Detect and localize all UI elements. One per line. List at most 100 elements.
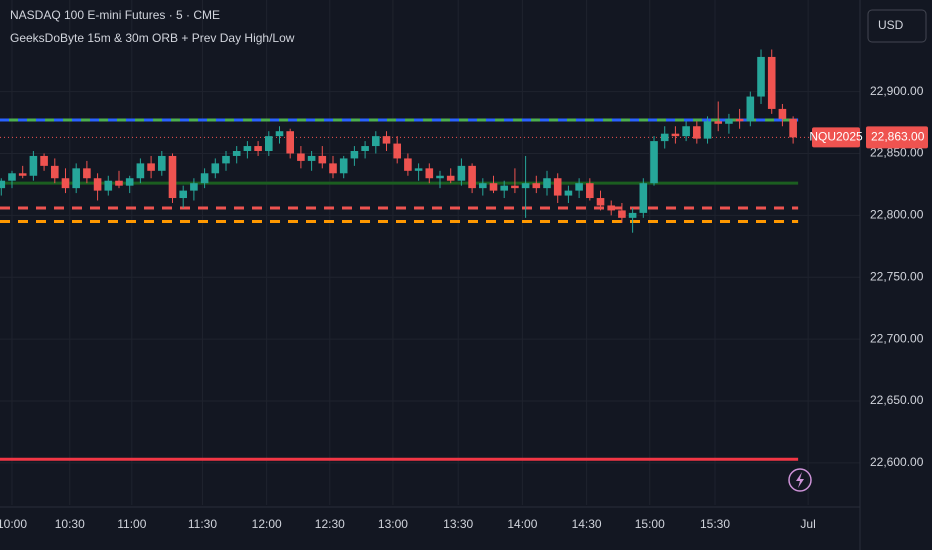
x-tick-label: 12:00 [252,517,282,531]
x-tick-label: 15:30 [700,517,730,531]
candle-body [61,178,70,189]
candle-body [8,173,16,181]
candle-body [628,212,637,218]
candle-body [29,155,38,176]
candle-body [264,136,273,152]
candle-body [404,158,412,171]
candle-body [179,190,187,199]
x-tick-label: 14:30 [572,517,602,531]
y-tick-label: 22,850.00 [870,146,924,160]
y-tick-label: 22,800.00 [870,208,924,222]
candle-body [436,175,444,179]
candle-body [104,180,113,191]
currency-label: USD [878,18,904,32]
x-tick-label: 15:00 [635,517,665,531]
candle-body [243,146,252,152]
candle-body [168,155,177,199]
candle-body [147,163,155,171]
candle-body [746,96,755,122]
candle-body [446,175,455,181]
candle-body [93,178,102,191]
x-tick-label: 14:00 [507,517,537,531]
candle-body [789,118,797,138]
candle-body [350,151,359,159]
candle-body [500,185,509,191]
candle-body [703,121,712,139]
candle-body [757,56,765,97]
y-tick-label: 22,700.00 [870,331,924,345]
y-tick-label: 22,650.00 [870,393,924,407]
candle-body [0,180,6,189]
symbol-tag [812,127,860,148]
candle-body [115,180,123,186]
candle-body [511,185,519,189]
candle-body [232,151,241,156]
candle-body [639,183,648,213]
candle-body [479,183,487,189]
candle-body [553,178,562,196]
indicator-name: GeeksDoByte 15m & 30m ORB + Prev Day Hig… [10,31,295,45]
y-tick-label: 22,600.00 [870,455,924,469]
candle-body [532,183,541,189]
candle-body [40,155,48,166]
x-tick-label: 13:30 [443,517,473,531]
candle-body [618,210,626,218]
candle-body [693,126,701,139]
y-tick-label: 22,900.00 [870,84,924,98]
candle-body [660,133,669,142]
x-tick-label: 11:30 [188,517,217,531]
grid [0,0,860,505]
candle-body [414,168,423,171]
candle-body [200,173,209,184]
candle-body [222,155,230,164]
x-tick-label: 10:00 [0,517,27,531]
axes: 22,600.00 22,650.00 22,700.00 22,750.00 22,8… [0,84,928,531]
candle-body [521,183,530,189]
candle-body [318,155,327,164]
candle-body [157,155,166,171]
candle-body [575,183,583,191]
candle-body [382,136,391,144]
candle-body [425,168,434,179]
candle-body [457,165,466,181]
price-tag [866,126,928,149]
candle-body [286,131,294,154]
candle-body [254,146,262,152]
candle-body [50,165,59,179]
candle-body [714,121,723,124]
candle-body [543,178,551,189]
candle-body [393,143,402,159]
x-tick-label: 10:30 [55,517,85,531]
candle-body [489,183,498,191]
candle-body [607,205,616,211]
candle-body [468,165,476,189]
candle-body [735,118,744,122]
candle-body [297,153,305,161]
candle-body [650,141,658,184]
candle-body [83,168,91,179]
currency-button[interactable] [867,9,927,43]
candle-body [725,118,733,124]
candle-body [767,56,776,109]
symbol-label: NQU2025 [809,130,863,144]
candles [0,49,797,233]
alert-icon[interactable] [788,468,812,492]
candle-body [190,183,198,191]
x-tick-label: Jul [800,517,815,531]
candle-body [682,126,690,137]
candle-body [136,163,145,179]
x-tick-label: 11:00 [117,517,146,531]
candle-body [361,146,369,152]
price-label: 22,863.00 [871,130,925,144]
candle-body [275,131,284,137]
candle-body [72,168,80,189]
candle-body [596,198,605,206]
y-tick-label: 22,750.00 [870,269,924,283]
candle-body [671,133,680,137]
chart-title: NASDAQ 100 E-mini Futures · 5 · CME [10,8,220,22]
candle-body [778,108,787,119]
candle-body [125,178,134,186]
